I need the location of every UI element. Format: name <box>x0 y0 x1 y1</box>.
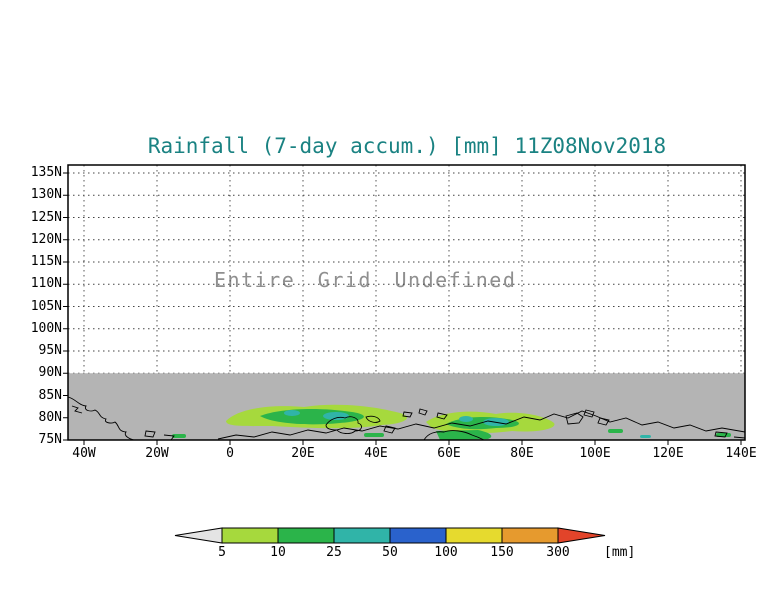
coastline-path <box>597 417 610 426</box>
coastline-path <box>714 431 728 438</box>
coastline-path <box>67 396 135 441</box>
colorbar-tick-label: 5 <box>218 545 226 560</box>
coastline-path <box>583 409 595 418</box>
coastline-path <box>418 408 428 416</box>
y-tick-label: 110N <box>30 276 62 292</box>
coastline-path <box>163 434 175 441</box>
coastline-path <box>565 412 584 425</box>
rainfall-blob <box>716 433 731 437</box>
colorbar-arrow-left <box>174 527 223 544</box>
colorbar-segment <box>333 527 391 544</box>
undefined-grid-annotation: Entire Grid Undefined <box>214 268 517 292</box>
colorbar-arrow-right <box>557 527 606 544</box>
x-tick-label: 60E <box>437 446 461 461</box>
rainfall-blob <box>364 433 384 437</box>
colorbar-tick-label: 25 <box>326 545 342 560</box>
y-tick-label: 105N <box>30 298 62 314</box>
colorbar-tick-label: 300 <box>546 545 570 560</box>
y-tick-label: 95N <box>38 343 62 358</box>
colorbar-unit-label: [mm] <box>604 545 636 560</box>
colorbar-segment <box>277 527 335 544</box>
coastline-path <box>402 411 413 418</box>
undefined-band <box>68 373 745 440</box>
rainfall-blob <box>459 416 473 422</box>
axis-ticks <box>63 172 742 445</box>
coastline-path <box>71 405 83 414</box>
y-tick-label: 115N <box>30 254 62 269</box>
coastline-path <box>365 415 381 423</box>
map-layer <box>67 396 746 441</box>
x-tick-label: 80E <box>510 446 534 461</box>
plot-title: Rainfall (7-day accum.) [mm] 11Z08Nov201… <box>147 134 667 158</box>
coastline-path <box>383 425 396 434</box>
plot-frame <box>67 164 746 441</box>
rainfall-blob <box>284 410 300 416</box>
colorbar-segment <box>501 527 559 544</box>
rainfall-blob <box>640 435 651 438</box>
colorbar <box>174 527 606 544</box>
coastline-path <box>144 430 156 438</box>
coastline-path <box>217 410 746 440</box>
y-tick-label: 75N <box>38 432 62 447</box>
coastline-path <box>733 436 746 439</box>
x-tick-label: 100E <box>579 446 611 461</box>
y-tick-label: 120N <box>30 231 62 247</box>
x-tick-label: 140E <box>725 446 757 461</box>
x-tick-label: 0 <box>226 446 234 461</box>
colorbar-tick-label: 10 <box>270 545 286 560</box>
coastline-path <box>436 412 448 420</box>
x-tick-label: 20W <box>145 446 169 461</box>
y-tick-label: 85N <box>38 387 62 403</box>
rainfall-blob <box>172 434 186 438</box>
y-tick-label: 125N <box>30 209 62 225</box>
rainfall-blob <box>323 412 349 420</box>
y-tick-label: 90N <box>38 365 62 381</box>
y-tick-label: 135N <box>30 165 62 180</box>
y-tick-label: 100N <box>30 320 62 336</box>
x-tick-label: 20E <box>291 446 315 461</box>
x-tick-label: 40E <box>364 446 388 461</box>
y-tick-label: 130N <box>30 187 62 203</box>
y-tick-label: 80N <box>38 409 62 425</box>
colorbar-segment <box>221 527 279 544</box>
rainfall-blob <box>608 429 623 433</box>
colorbar-tick-label: 150 <box>490 545 514 560</box>
x-tick-label: 120E <box>652 446 684 461</box>
x-tick-label: 40W <box>72 446 96 461</box>
colorbar-tick-label: 50 <box>382 545 398 560</box>
colorbar-segment <box>389 527 447 544</box>
colorbar-segment <box>445 527 503 544</box>
colorbar-tick-label: 100 <box>434 545 458 560</box>
grid-lines <box>68 165 745 440</box>
coastline-path <box>423 430 485 441</box>
